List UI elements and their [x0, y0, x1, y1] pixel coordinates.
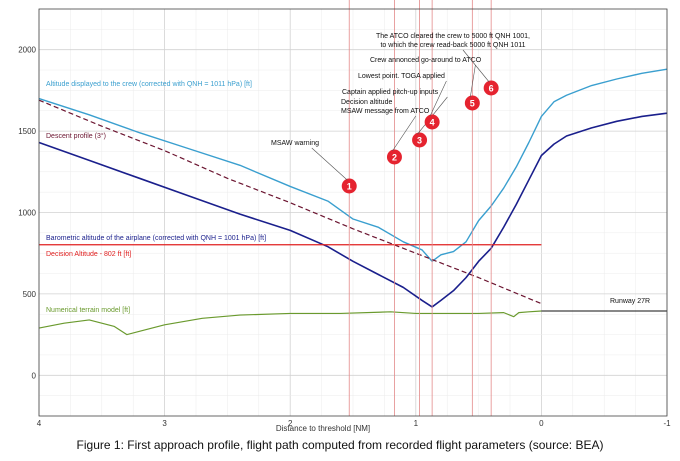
event-circle-1: [341, 178, 357, 194]
event-number-1: 1: [347, 181, 352, 191]
event-number-4: 4: [430, 117, 435, 127]
x-tick-label: -1: [663, 419, 671, 428]
grid: [38, 8, 668, 417]
event-leader-2: [392, 115, 417, 152]
event-circle-6: [483, 80, 499, 96]
event-circle-4: [424, 114, 440, 130]
series-label-1: Barometric altitude of the airplane (cor…: [46, 235, 266, 242]
y-tick-label: 0: [32, 371, 37, 380]
event-leader-4: [429, 80, 447, 117]
series-label-4: Decision Altitude - 802 ft [ft]: [46, 251, 131, 258]
y-tick-label: 1000: [18, 209, 36, 218]
x-tick-label: 3: [162, 419, 167, 428]
series-line-0: [38, 68, 668, 263]
event-annotation-2: Decision altitude MSAW message from ATCO: [341, 99, 430, 115]
event-annotation-5: Crew annonced go-around to ATCO: [370, 57, 482, 64]
plot-frame: [38, 8, 668, 417]
event-annotation-6: The ATCO cleared the crew to 5000 ft QNH…: [376, 33, 530, 49]
x-axis-ticks: 4 3 2 1 0 -1: [37, 419, 671, 428]
series-label-3: Numerical terrain model [ft]: [46, 307, 130, 314]
figure-caption: Figure 1: First approach profile, flight…: [76, 438, 604, 452]
y-tick-label: 2000: [18, 46, 36, 55]
x-axis-label: Distance to threshold [NM]: [276, 424, 370, 433]
series-line-1: [38, 112, 668, 308]
series-line-3: [38, 310, 542, 336]
event-annotation-4: Lowest point. TOGA applied: [358, 73, 445, 80]
y-tick-label: 500: [23, 290, 37, 299]
x-tick-label: 2: [288, 419, 293, 428]
y-tick-label: 1500: [18, 127, 36, 136]
event-annotation-3: Captain applied pitch-up inputs: [342, 89, 439, 96]
x-tick-label: 0: [539, 419, 544, 428]
approach-profile-chart: 1 MSAW warning 2 Decision altitude MSAW mess…: [18, 0, 671, 433]
event-leader-6: [462, 49, 490, 83]
event-annotation-1: MSAW warning: [271, 140, 319, 147]
event-number-3: 3: [417, 135, 422, 145]
series-labels: Altitude displayed to the crew (correcte…: [46, 81, 650, 314]
event-circle-5: [464, 95, 480, 111]
event-markers: 1 MSAW warning 2 Decision altitude MSAW mess…: [271, 0, 530, 416]
event-leader-5: [470, 64, 476, 98]
event-number-5: 5: [470, 98, 475, 108]
event-number-6: 6: [489, 83, 494, 93]
series-label-2: Descent profile (3°): [46, 132, 106, 140]
series-line-2: [38, 99, 542, 305]
series-layer: [38, 68, 668, 336]
series-label-5: Runway 27R: [610, 298, 650, 305]
x-tick-label: 4: [37, 419, 42, 428]
y-axis-ticks: 0 500 1000 1500 2000: [18, 46, 36, 381]
event-leader-1: [311, 147, 348, 181]
event-circle-2: [386, 149, 402, 165]
event-number-2: 2: [392, 152, 397, 162]
series-label-0: Altitude displayed to the crew (correcte…: [46, 81, 252, 88]
x-tick-label: 1: [414, 419, 419, 428]
event-circle-3: [412, 132, 428, 148]
